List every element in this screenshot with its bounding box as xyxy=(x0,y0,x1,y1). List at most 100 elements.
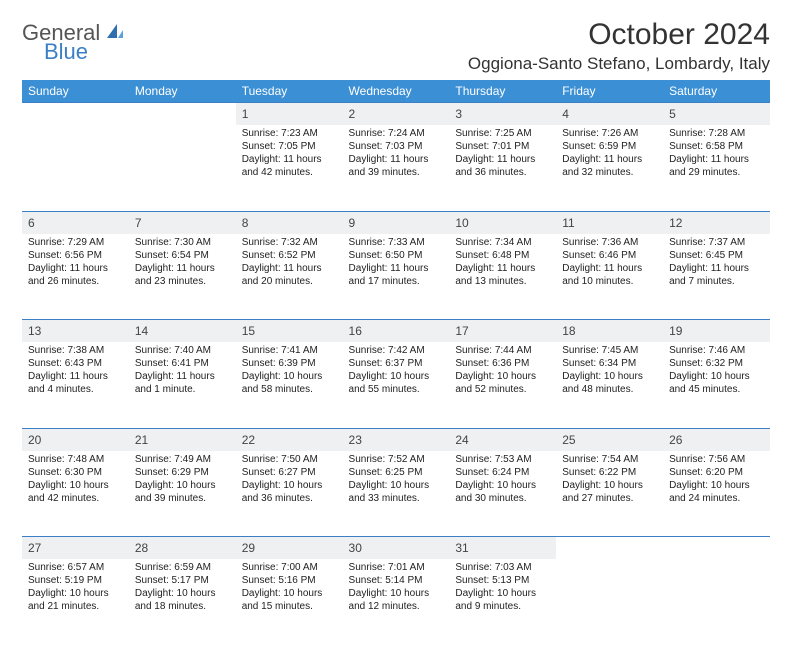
day-number: 22 xyxy=(242,433,255,447)
sunset-text: Sunset: 6:30 PM xyxy=(28,466,123,479)
day-header: Saturday xyxy=(663,80,770,103)
day-number: 24 xyxy=(455,433,468,447)
day2-text: and 15 minutes. xyxy=(242,600,337,613)
calendar-body: 12345Sunrise: 7:23 AMSunset: 7:05 PMDayl… xyxy=(22,103,770,645)
day2-text: and 42 minutes. xyxy=(242,166,337,179)
day2-text: and 20 minutes. xyxy=(242,275,337,288)
day-number-row: 13141516171819 xyxy=(22,320,770,343)
day-content-row: Sunrise: 6:57 AMSunset: 5:19 PM Daylight:… xyxy=(22,559,770,645)
sunrise-text: Sunrise: 7:42 AM xyxy=(349,344,444,357)
day2-text: and 18 minutes. xyxy=(135,600,230,613)
day-number: 23 xyxy=(349,433,362,447)
day-cell xyxy=(663,559,770,645)
day-number-cell: 6 xyxy=(22,211,129,234)
day1-text: Daylight: 11 hours xyxy=(242,153,337,166)
day-number-cell: 28 xyxy=(129,537,236,560)
sunset-text: Sunset: 6:24 PM xyxy=(455,466,550,479)
day1-text: Daylight: 11 hours xyxy=(669,153,764,166)
sunset-text: Sunset: 6:59 PM xyxy=(562,140,657,153)
day-header: Tuesday xyxy=(236,80,343,103)
day-number-cell: 23 xyxy=(343,428,450,451)
day-number: 14 xyxy=(135,324,148,338)
day-cell: Sunrise: 7:46 AMSunset: 6:32 PMDaylight:… xyxy=(663,342,770,428)
day-number: 2 xyxy=(349,107,356,121)
day2-text: and 33 minutes. xyxy=(349,492,444,505)
sunset-text: Sunset: 7:01 PM xyxy=(455,140,550,153)
day-number-cell: 20 xyxy=(22,428,129,451)
sunrise-text: Sunrise: 7:03 AM xyxy=(455,561,550,574)
day1-text: Daylight: 10 hours xyxy=(455,370,550,383)
sunset-text: Sunset: 6:25 PM xyxy=(349,466,444,479)
day-number-row: 20212223242526 xyxy=(22,428,770,451)
day1-text: Daylight: 10 hours xyxy=(135,587,230,600)
day2-text: and 45 minutes. xyxy=(669,383,764,396)
day2-text: and 10 minutes. xyxy=(562,275,657,288)
day2-text: and 32 minutes. xyxy=(562,166,657,179)
sunset-text: Sunset: 6:46 PM xyxy=(562,249,657,262)
page-header: General Blue October 2024 Oggiona-Santo … xyxy=(22,18,770,74)
sunrise-text: Sunrise: 7:56 AM xyxy=(669,453,764,466)
sunrise-text: Sunrise: 7:32 AM xyxy=(242,236,337,249)
day1-text: Daylight: 11 hours xyxy=(669,262,764,275)
sunset-text: Sunset: 6:34 PM xyxy=(562,357,657,370)
day-content-row: Sunrise: 7:38 AMSunset: 6:43 PMDaylight:… xyxy=(22,342,770,428)
day-number-cell: 16 xyxy=(343,320,450,343)
day-number: 5 xyxy=(669,107,676,121)
day1-text: Daylight: 10 hours xyxy=(562,370,657,383)
day1-text: Daylight: 10 hours xyxy=(349,370,444,383)
sunset-text: Sunset: 6:22 PM xyxy=(562,466,657,479)
day-number-cell: 27 xyxy=(22,537,129,560)
day-cell: Sunrise: 6:59 AMSunset: 5:17 PMDaylight:… xyxy=(129,559,236,645)
day2-text: and 29 minutes. xyxy=(669,166,764,179)
calendar-page: General Blue October 2024 Oggiona-Santo … xyxy=(0,0,792,645)
day-number-cell: 14 xyxy=(129,320,236,343)
day-number: 1 xyxy=(242,107,249,121)
day-number: 21 xyxy=(135,433,148,447)
sunset-text: Sunset: 6:27 PM xyxy=(242,466,337,479)
sunrise-text: Sunrise: 7:53 AM xyxy=(455,453,550,466)
day2-text: and 23 minutes. xyxy=(135,275,230,288)
logo-text-block: General Blue xyxy=(22,22,125,63)
day-cell: Sunrise: 7:29 AMSunset: 6:56 PMDaylight:… xyxy=(22,234,129,320)
day-number-row: 6789101112 xyxy=(22,211,770,234)
day1-text: Daylight: 10 hours xyxy=(135,479,230,492)
day-number: 11 xyxy=(562,216,574,230)
sunrise-text: Sunrise: 7:24 AM xyxy=(349,127,444,140)
sunrise-text: Sunrise: 7:44 AM xyxy=(455,344,550,357)
sunset-text: Sunset: 7:03 PM xyxy=(349,140,444,153)
day1-text: Daylight: 10 hours xyxy=(242,370,337,383)
day-cell: Sunrise: 7:38 AMSunset: 6:43 PMDaylight:… xyxy=(22,342,129,428)
day2-text: and 27 minutes. xyxy=(562,492,657,505)
day-number-cell: 30 xyxy=(343,537,450,560)
day-header: Wednesday xyxy=(343,80,450,103)
sunset-text: Sunset: 5:13 PM xyxy=(455,574,550,587)
day2-text: and 13 minutes. xyxy=(455,275,550,288)
day1-text: Daylight: 10 hours xyxy=(455,479,550,492)
day2-text: and 21 minutes. xyxy=(28,600,123,613)
day-content-row: Sunrise: 7:29 AMSunset: 6:56 PMDaylight:… xyxy=(22,234,770,320)
day1-text: Daylight: 10 hours xyxy=(242,479,337,492)
day-cell: Sunrise: 7:33 AMSunset: 6:50 PMDaylight:… xyxy=(343,234,450,320)
day-cell: Sunrise: 6:57 AMSunset: 5:19 PMDaylight:… xyxy=(22,559,129,645)
day-cell: Sunrise: 7:03 AMSunset: 5:13 PMDaylight:… xyxy=(449,559,556,645)
day-header: Friday xyxy=(556,80,663,103)
sunset-text: Sunset: 6:36 PM xyxy=(455,357,550,370)
day-cell: Sunrise: 7:56 AMSunset: 6:20 PMDaylight:… xyxy=(663,451,770,537)
day-number: 12 xyxy=(669,216,682,230)
day-number-cell: 8 xyxy=(236,211,343,234)
day-number: 18 xyxy=(562,324,575,338)
day-number-cell: 25 xyxy=(556,428,663,451)
day2-text: and 1 minute. xyxy=(135,383,230,396)
day2-text: and 36 minutes. xyxy=(455,166,550,179)
day1-text: Daylight: 11 hours xyxy=(135,262,230,275)
day-number: 16 xyxy=(349,324,362,338)
sunrise-text: Sunrise: 6:57 AM xyxy=(28,561,123,574)
day2-text: and 26 minutes. xyxy=(28,275,123,288)
day1-text: Daylight: 11 hours xyxy=(562,153,657,166)
day-content-row: Sunrise: 7:48 AMSunset: 6:30 PMDaylight:… xyxy=(22,451,770,537)
sunrise-text: Sunrise: 7:50 AM xyxy=(242,453,337,466)
day-header-row: Sunday Monday Tuesday Wednesday Thursday… xyxy=(22,80,770,103)
day-number: 19 xyxy=(669,324,682,338)
day2-text: and 52 minutes. xyxy=(455,383,550,396)
sunset-text: Sunset: 5:19 PM xyxy=(28,574,123,587)
